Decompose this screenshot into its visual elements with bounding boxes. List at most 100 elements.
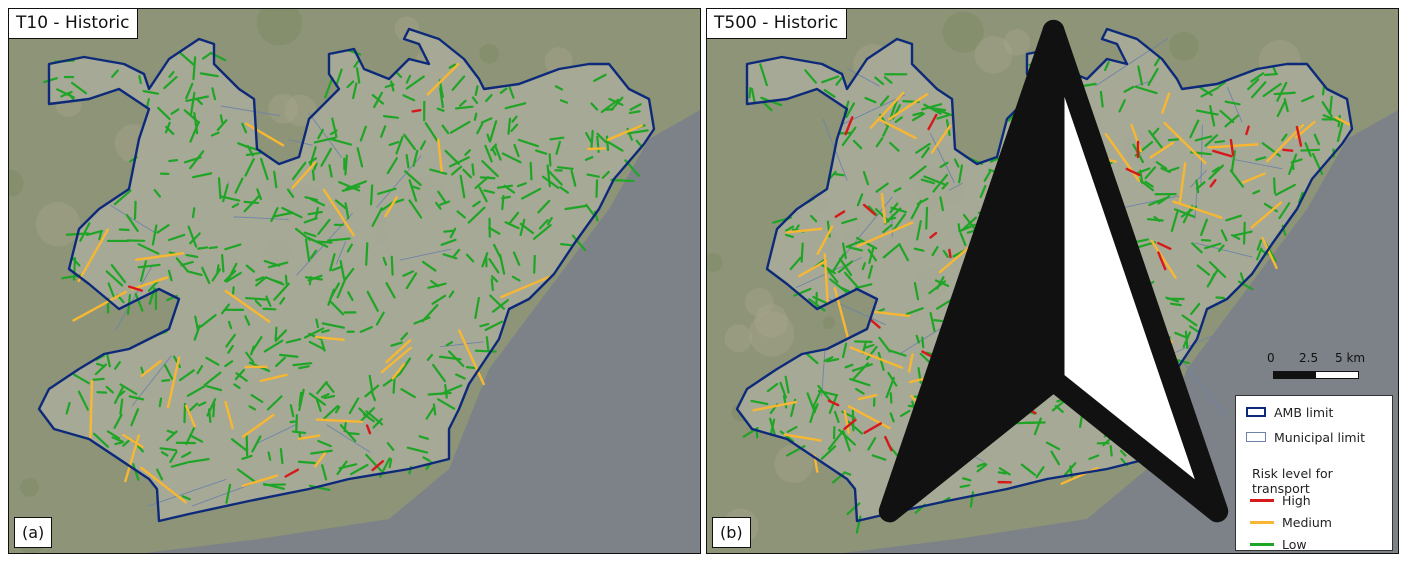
low-risk-segment <box>279 447 284 465</box>
low-risk-segment <box>1088 454 1100 460</box>
low-risk-segment <box>458 99 467 107</box>
low-risk-segment <box>216 119 228 132</box>
low-risk-segment <box>559 186 569 194</box>
low-risk-segment <box>250 336 263 353</box>
low-risk-segment <box>425 406 435 420</box>
high-risk-segment <box>948 248 952 259</box>
low-risk-segment <box>1209 273 1216 284</box>
low-risk-segment <box>610 178 635 183</box>
medium-risk-segment <box>816 225 834 255</box>
high-risk-segment <box>884 435 893 452</box>
low-risk-segment <box>96 362 106 368</box>
low-risk-segment <box>835 77 843 86</box>
medium-risk-segment <box>134 252 185 261</box>
low-risk-segment <box>546 164 551 188</box>
low-risk-segment <box>187 458 210 464</box>
low-risk-segment <box>235 372 248 382</box>
low-risk-segment <box>504 102 527 110</box>
low-risk-segment <box>471 163 475 176</box>
low-risk-segment <box>1214 140 1226 144</box>
low-risk-segment <box>199 313 217 328</box>
low-risk-segment <box>548 153 552 167</box>
low-risk-segment <box>1220 229 1228 242</box>
low-risk-segment <box>263 339 284 353</box>
low-risk-segment <box>216 264 220 273</box>
medium-risk-segment <box>322 188 355 237</box>
low-risk-segment <box>1191 242 1203 254</box>
low-risk-segment <box>915 142 931 154</box>
low-risk-segment <box>382 115 400 119</box>
low-risk-segment <box>279 296 286 305</box>
low-risk-segment <box>626 129 649 135</box>
low-risk-segment <box>915 334 920 344</box>
low-risk-segment <box>810 214 818 223</box>
low-risk-segment <box>163 75 178 90</box>
low-risk-segment <box>227 344 234 354</box>
low-risk-segment <box>122 439 130 447</box>
low-risk-segment <box>959 484 971 489</box>
low-risk-segment <box>812 391 821 407</box>
low-risk-segment <box>1278 202 1291 220</box>
low-risk-segment <box>190 91 196 115</box>
medium-risk-segment <box>606 124 643 141</box>
low-risk-segment <box>297 460 316 465</box>
amb-boundary <box>735 27 1354 523</box>
low-risk-segment <box>838 428 857 446</box>
low-risk-segment <box>941 181 949 190</box>
low-risk-segment <box>372 417 383 429</box>
low-risk-segment <box>916 220 922 241</box>
low-risk-segment <box>844 363 854 369</box>
low-risk-segment <box>852 139 863 150</box>
low-risk-segment <box>321 329 330 334</box>
high-risk-segment <box>827 399 840 407</box>
low-risk-segment <box>925 206 929 230</box>
low-risk-segment <box>989 157 1000 163</box>
low-risk-segment <box>1137 65 1144 86</box>
low-risk-segment <box>436 107 445 112</box>
low-risk-segment <box>913 282 920 301</box>
low-risk-segment <box>410 185 421 190</box>
low-risk-segment <box>225 483 232 504</box>
low-risk-segment <box>1160 167 1171 174</box>
low-risk-segment <box>341 185 361 192</box>
low-risk-segment <box>750 399 769 406</box>
low-risk-segment <box>888 99 899 121</box>
legend-heading: Risk level for transport <box>1252 466 1333 496</box>
low-risk-segment <box>862 170 870 186</box>
map-t10 <box>9 9 700 553</box>
low-risk-segment <box>79 222 91 242</box>
low-risk-segment <box>275 356 286 368</box>
low-risk-segment <box>1103 61 1110 72</box>
medium-risk-segment <box>241 413 275 438</box>
low-risk-segment <box>187 402 199 413</box>
low-risk-segment <box>478 186 488 203</box>
low-risk-segment <box>422 456 431 462</box>
low-risk-segment <box>427 282 447 289</box>
low-risk-segment <box>784 375 790 394</box>
low-risk-segment <box>494 144 502 161</box>
low-risk-segment <box>882 223 893 234</box>
low-risk-segment <box>189 120 200 143</box>
low-risk-segment <box>70 81 88 95</box>
low-risk-segment <box>1321 101 1333 118</box>
low-risk-segment <box>113 413 123 429</box>
low-risk-segment <box>222 184 229 203</box>
low-risk-segment <box>298 391 303 407</box>
low-risk-segment <box>125 214 139 233</box>
low-risk-segment <box>928 280 946 295</box>
low-risk-segment <box>206 398 217 417</box>
medium-risk-segment <box>140 466 187 504</box>
medium-risk-segment <box>847 405 891 430</box>
low-risk-segment <box>889 412 895 423</box>
low-risk-segment <box>1250 81 1267 99</box>
low-risk-segment <box>105 270 124 287</box>
low-risk-segment <box>321 322 346 329</box>
high-risk-segment <box>1295 125 1303 147</box>
low-risk-segment <box>298 388 305 412</box>
low-risk-segment <box>800 242 804 263</box>
low-risk-segment <box>400 388 416 399</box>
low-risk-segment <box>513 143 520 158</box>
high-risk-segment <box>863 422 883 434</box>
low-risk-segment <box>490 275 499 283</box>
low-risk-segment <box>349 463 369 476</box>
